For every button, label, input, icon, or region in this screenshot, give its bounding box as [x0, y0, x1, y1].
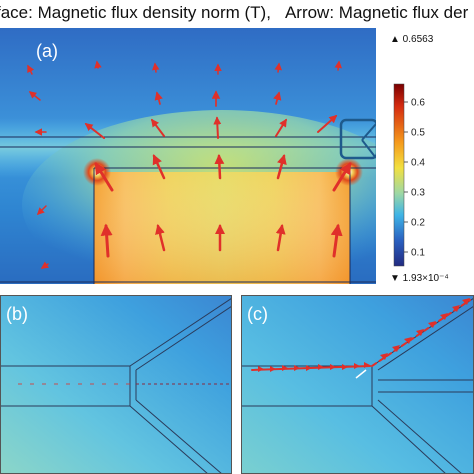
panel-b-label: (b) [6, 304, 28, 324]
colorbar: ▲ 0.6563 0.6 0.5 0.4 0.3 0.2 0.1 ▼ 1.93×10⁻⁴ [390, 34, 449, 284]
colorbar-ticks: 0.6 0.5 0.4 0.3 0.2 0.1 [404, 98, 425, 259]
geometry-lines [0, 136, 376, 284]
colorbar-tick-label: 0.3 [411, 188, 425, 199]
panel-a: (a) [0, 28, 376, 284]
colorbar-min-label: ▼ 1.93×10⁻⁴ [390, 273, 449, 284]
colorbar-max-label: ▲ 0.6563 [390, 34, 434, 45]
magnet-shade [94, 172, 350, 284]
panel-a-label: (a) [36, 41, 58, 61]
field-arrows [27, 60, 352, 269]
panel-b-geometry [0, 297, 232, 474]
panel-b: (b) [0, 295, 232, 474]
colorbar-tick-label: 0.4 [411, 158, 425, 169]
highlight-box [339, 118, 376, 160]
colorbar-gradient [393, 83, 405, 267]
figure-title: face: Magnetic flux density norm (T), Arr… [0, 0, 474, 26]
panel-c-tip-highlight [355, 369, 367, 379]
panel-c-background [241, 295, 474, 474]
panel-c: (c) [241, 295, 474, 474]
panel-c-arrows-horizontal [251, 362, 371, 372]
colorbar-tick-label: 0.1 [411, 248, 425, 259]
panel-c-label: (c) [247, 304, 268, 324]
highlight-pointer [361, 123, 376, 159]
arrow-label: Arrow: Magnetic flux der [284, 3, 469, 22]
colorbar-tick-label: 0.2 [411, 218, 425, 229]
panel-c-arrows-diagonal [371, 298, 471, 367]
colorbar-tick-label: 0.5 [411, 128, 425, 139]
surface-label: face: Magnetic flux density norm (T), [0, 3, 271, 22]
colorbar-tick-label: 0.6 [411, 98, 425, 109]
